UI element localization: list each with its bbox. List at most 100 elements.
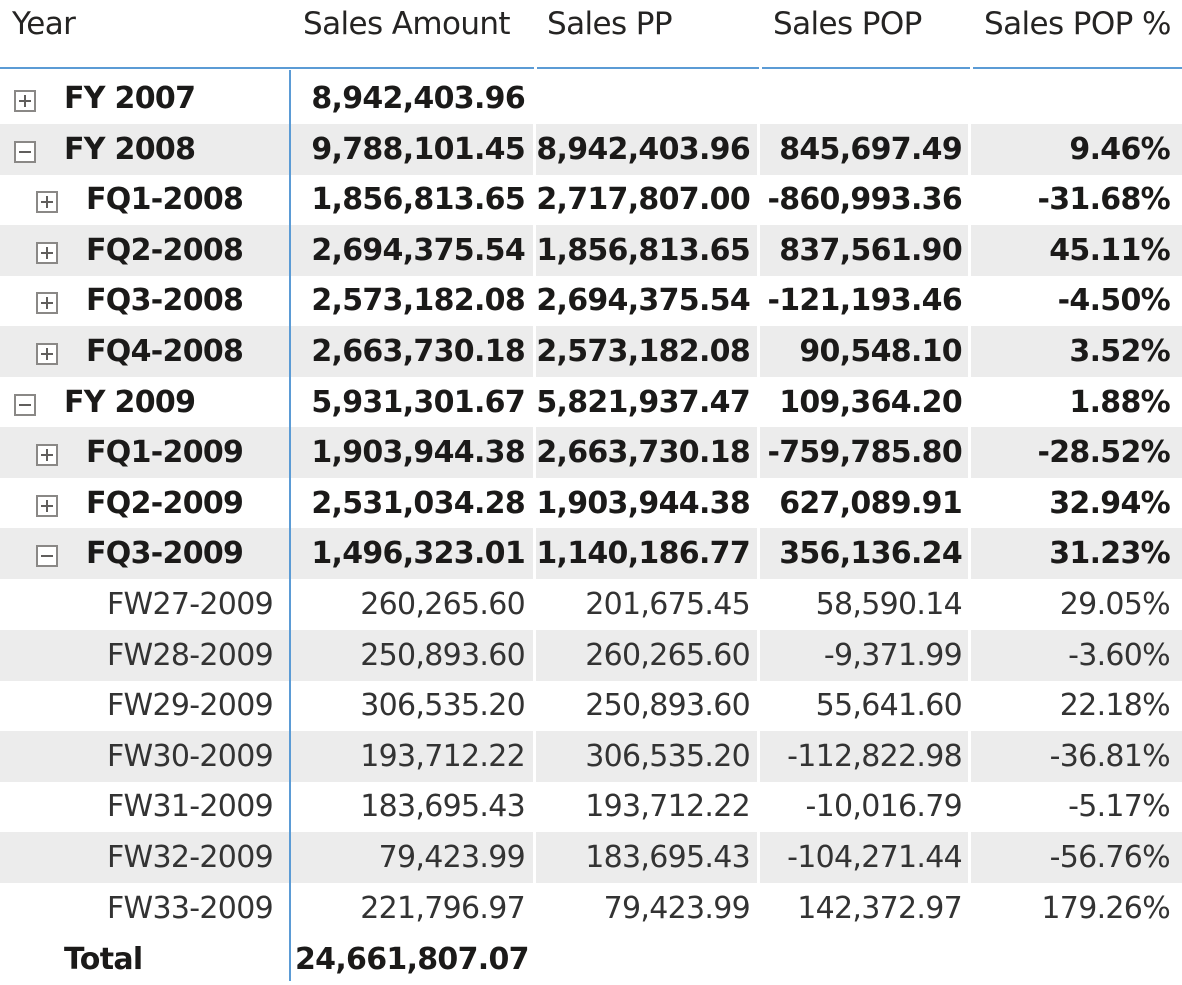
- column-header-year[interactable]: Year: [12, 6, 76, 42]
- cell-sales-pop: 109,364.20: [779, 385, 962, 420]
- collapse-minus-icon[interactable]: [14, 394, 36, 416]
- column-gap: [968, 832, 971, 883]
- cell-sales-pp: 201,675.45: [585, 587, 750, 622]
- column-header-sales-pop-pct[interactable]: Sales POP %: [984, 6, 1171, 42]
- expand-plus-icon[interactable]: [14, 90, 36, 112]
- cell-sales-pp: 1,140,186.77: [536, 536, 750, 571]
- cell-sales-pp: 2,717,807.00: [536, 182, 750, 217]
- column-gap: [968, 731, 971, 782]
- column-gap: [533, 275, 536, 326]
- row-header-label: FW28-2009: [107, 638, 274, 673]
- cell-sales-pop: [762, 73, 962, 124]
- cell-sales-pop: -9,371.99: [823, 638, 963, 673]
- collapse-minus-icon[interactable]: [14, 141, 36, 163]
- cell-sales-amount: 2,531,034.28: [311, 486, 525, 521]
- cell-sales-pop: 627,089.91: [779, 486, 962, 521]
- expand-plus-icon[interactable]: [36, 343, 58, 365]
- cell-sales-pop: 845,697.49: [779, 132, 962, 167]
- expand-plus-icon[interactable]: [36, 242, 58, 264]
- column-gap: [968, 579, 971, 630]
- column-gap: [533, 377, 536, 428]
- column-gap: [757, 630, 760, 681]
- column-gap: [533, 630, 536, 681]
- column-gap: [757, 275, 760, 326]
- column-gap: [968, 680, 971, 731]
- cell-sales-amount: 250,893.60: [360, 638, 525, 673]
- cell-sales-pop: 356,136.24: [779, 536, 962, 571]
- expand-plus-icon[interactable]: [36, 495, 58, 517]
- column-gap: [533, 73, 536, 124]
- toggle-stroke: [19, 151, 31, 153]
- cell-sales-pop-pct: 29.05%: [1059, 587, 1171, 622]
- cell-sales-pp: 183,695.43: [585, 840, 750, 875]
- column-gap: [968, 326, 971, 377]
- table-row: FW31-2009 183,695.43 193,712.22 -10,016.79 -…: [0, 781, 1182, 832]
- column-gap: [533, 326, 536, 377]
- expand-plus-icon[interactable]: [36, 191, 58, 213]
- cell-sales-pp: 2,694,375.54: [536, 283, 750, 318]
- cell-sales-pop: 55,641.60: [815, 688, 963, 723]
- column-gap: [968, 124, 971, 175]
- column-gap: [533, 528, 536, 579]
- cell-sales-pop-pct: -5.17%: [1068, 789, 1171, 824]
- table-row: FW28-2009 250,893.60 260,265.60 -9,371.99 -3…: [0, 630, 1182, 681]
- cell-sales-pop: -121,193.46: [767, 283, 962, 318]
- cell-sales-pop-pct: -31.68%: [1037, 182, 1170, 217]
- header-divider: [973, 67, 1182, 69]
- column-gap: [757, 528, 760, 579]
- row-header-label: FY 2009: [64, 385, 196, 420]
- column-gap: [533, 731, 536, 782]
- table-row: FW27-2009 260,265.60 201,675.45 58,590.14 29…: [0, 579, 1182, 630]
- column-gap: [757, 883, 760, 934]
- toggle-stroke: [19, 404, 31, 406]
- cell-sales-amount: 183,695.43: [360, 789, 525, 824]
- column-header-sales-amount[interactable]: Sales Amount: [303, 6, 511, 42]
- row-header-label: FW27-2009: [107, 587, 274, 622]
- cell-sales-pp: 250,893.60: [585, 688, 750, 723]
- cell-sales-pop-pct: -4.50%: [1057, 283, 1171, 318]
- cell-sales-pop-pct: 31.23%: [1049, 536, 1170, 571]
- row-header-label: FW32-2009: [107, 840, 274, 875]
- cell-sales-pop: -759,785.80: [767, 435, 962, 470]
- column-gap: [968, 427, 971, 478]
- row-header-label: FQ3-2008: [86, 283, 244, 318]
- table-row: FQ1-2008 1,856,813.65 2,717,807.00 -860,993…: [0, 174, 1182, 225]
- column-gap: [968, 225, 971, 276]
- column-gap: [533, 579, 536, 630]
- column-header-sales-pop[interactable]: Sales POP: [773, 6, 922, 42]
- cell-sales-pop-pct: 45.11%: [1049, 233, 1170, 268]
- total-row: Total 24,661,807.07: [0, 934, 1182, 985]
- column-gap: [757, 731, 760, 782]
- column-gap: [968, 883, 971, 934]
- column-gap: [757, 478, 760, 529]
- cell-sales-amount: 306,535.20: [360, 688, 525, 723]
- column-gap: [533, 124, 536, 175]
- expand-plus-icon[interactable]: [36, 444, 58, 466]
- row-header-label: FQ3-2009: [86, 536, 244, 571]
- header-divider: [762, 67, 970, 69]
- row-header-label: FW31-2009: [107, 789, 274, 824]
- column-gap: [757, 174, 760, 225]
- row-header-label: FW30-2009: [107, 739, 274, 774]
- cell-sales-amount: 193,712.22: [360, 739, 525, 774]
- cell-sales-amount: 9,788,101.45: [311, 132, 525, 167]
- toggle-stroke: [41, 555, 53, 557]
- column-gap: [757, 124, 760, 175]
- cell-sales-pop-pct: 32.94%: [1049, 486, 1170, 521]
- column-gap: [968, 630, 971, 681]
- column-gap: [757, 579, 760, 630]
- column-gap: [968, 781, 971, 832]
- column-gap: [757, 680, 760, 731]
- column-gap: [757, 225, 760, 276]
- cell-sales-amount: 1,856,813.65: [311, 182, 525, 217]
- cell-sales-pp: 1,856,813.65: [536, 233, 750, 268]
- expand-plus-icon[interactable]: [36, 292, 58, 314]
- column-gap: [533, 478, 536, 529]
- collapse-minus-icon[interactable]: [36, 545, 58, 567]
- toggle-stroke: [46, 449, 48, 461]
- column-gap: [533, 832, 536, 883]
- column-gap: [533, 680, 536, 731]
- column-header-sales-pp[interactable]: Sales PP: [547, 6, 673, 42]
- cell-sales-amount: 5,931,301.67: [311, 385, 525, 420]
